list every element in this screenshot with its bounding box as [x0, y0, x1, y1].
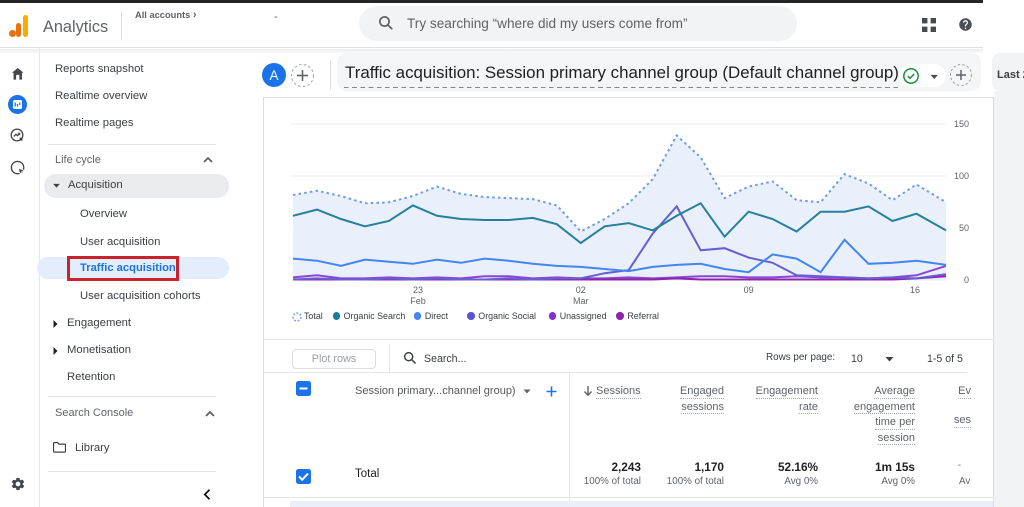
svg-text:A: A: [269, 68, 278, 83]
